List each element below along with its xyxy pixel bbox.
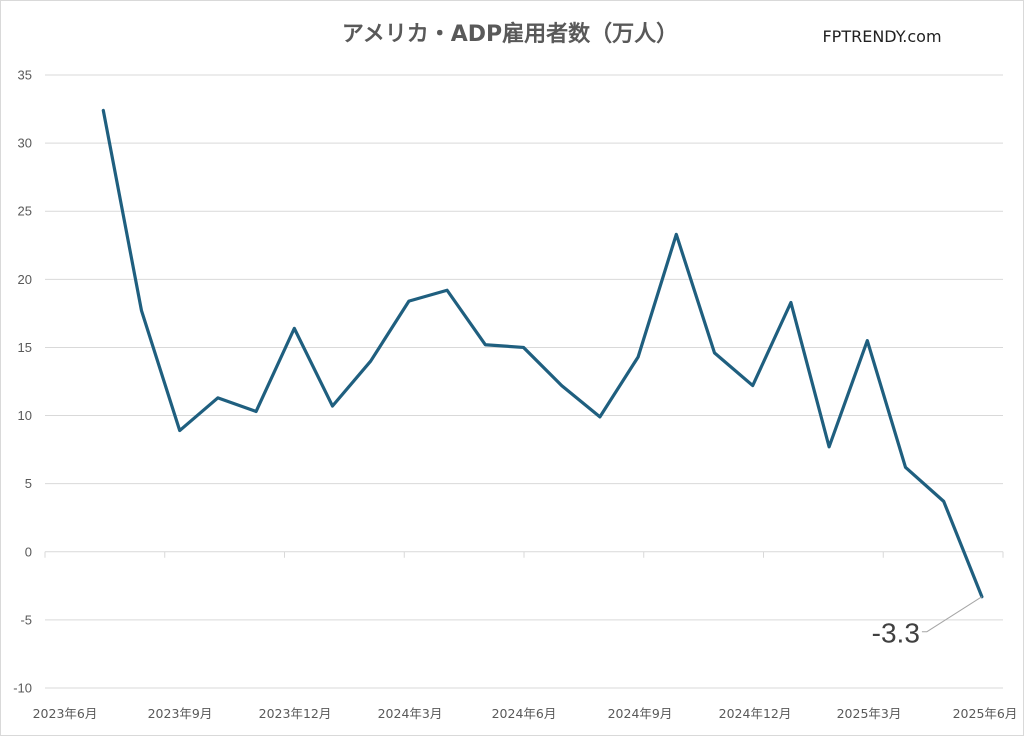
x-tick-label: 2023年12月	[259, 706, 332, 721]
x-tick-label: 2024年12月	[719, 706, 792, 721]
series-line	[101, 108, 984, 599]
annotation-label: -3.3	[872, 618, 920, 649]
x-tick-label: 2024年9月	[608, 706, 673, 721]
watermark-brand: FPTRENDY.com	[822, 27, 941, 46]
gridlines	[44, 74, 1004, 689]
y-axis-tick-labels: 35 30 25 20 15 10 5 0 -5 -10	[13, 68, 32, 696]
y-tick-label: 25	[18, 204, 32, 219]
x-tick-label: 2023年6月	[33, 706, 98, 721]
annotation-leader-line	[921, 596, 983, 633]
x-tick-label: 2023年9月	[148, 706, 213, 721]
annotations: -3.3	[872, 596, 983, 649]
y-tick-label: 5	[25, 476, 32, 491]
y-tick-label: 20	[18, 272, 32, 287]
chart-title: アメリカ・ADP雇用者数（万人）	[342, 21, 678, 47]
series-layer	[101, 108, 984, 599]
y-tick-label: 0	[25, 544, 32, 559]
y-tick-label: 10	[18, 408, 32, 423]
x-tick-label: 2024年3月	[378, 706, 443, 721]
y-tick-label: -10	[13, 681, 32, 696]
y-tick-label: -5	[20, 612, 32, 627]
y-tick-label: 35	[18, 68, 32, 83]
y-tick-label: 15	[18, 340, 32, 355]
x-tick-label: 2024年6月	[492, 706, 557, 721]
x-axis-tick-labels: 2023年6月 2023年9月 2023年12月 2024年3月 2024年6月 2024…	[33, 706, 1018, 721]
x-tick-label: 2025年3月	[837, 706, 902, 721]
x-tick-label: 2025年6月	[953, 706, 1018, 721]
y-tick-label: 30	[18, 136, 32, 151]
